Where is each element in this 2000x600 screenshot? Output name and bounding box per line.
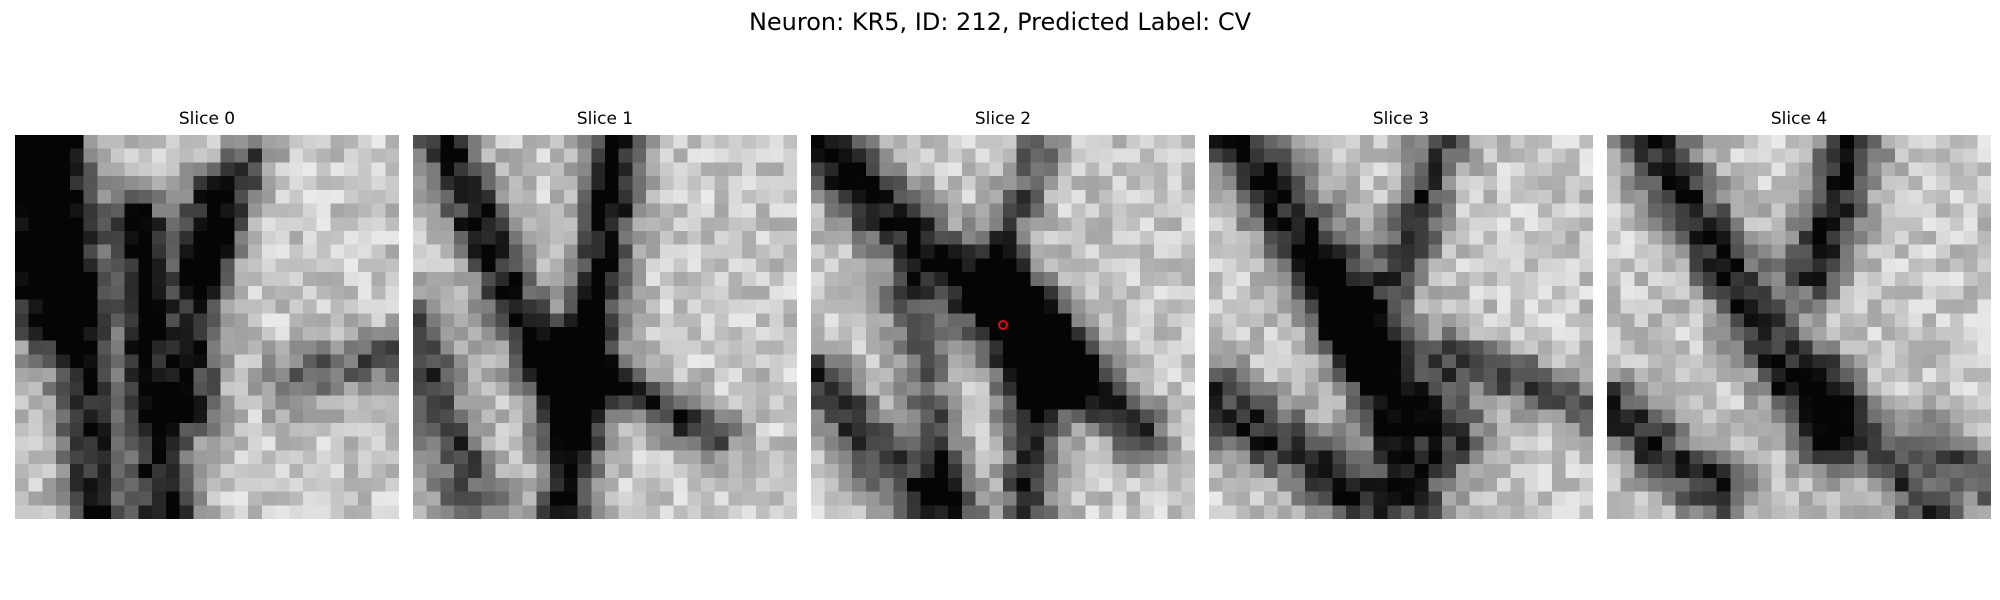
- slice-image-1: [413, 135, 797, 519]
- figure-title: Neuron: KR5, ID: 212, Predicted Label: C…: [748, 8, 1252, 36]
- slice-image-4: [1607, 135, 1991, 519]
- slice-image-0: [15, 135, 399, 519]
- slice-title-4: Slice 4: [1770, 109, 1828, 129]
- slice-title-3: Slice 3: [1372, 109, 1430, 129]
- slice-title-1: Slice 1: [576, 109, 634, 129]
- slice-title-0: Slice 0: [178, 109, 236, 129]
- slice-title-2: Slice 2: [974, 109, 1032, 129]
- slice-image-3: [1209, 135, 1593, 519]
- slice-image-2: [811, 135, 1195, 519]
